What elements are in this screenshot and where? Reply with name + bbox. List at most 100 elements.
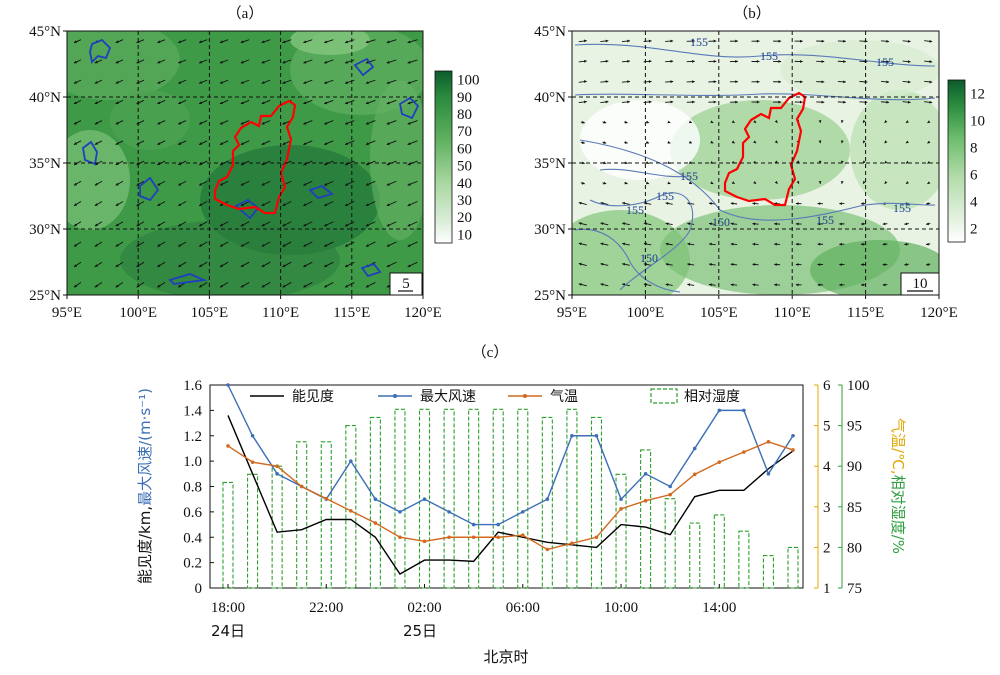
- panel-b-region-boundary: [723, 91, 807, 207]
- legend-label-temp: 气温: [550, 389, 578, 405]
- temperature-line-point: [791, 448, 795, 452]
- lat-tick: 25°N: [534, 288, 566, 304]
- humidity-bar: [443, 408, 455, 589]
- max-wind-line-point: [766, 472, 771, 476]
- date-label-25: 25日: [403, 622, 437, 640]
- humidity-bar: [271, 465, 283, 589]
- temperature-line-point: [594, 535, 599, 540]
- temperature-line-point: [766, 440, 771, 444]
- left-tick: 0.2: [183, 556, 202, 572]
- humidity-bar: [369, 416, 381, 589]
- legend-label-visibility: 能见度: [292, 389, 334, 405]
- humidity-bar: [296, 441, 308, 589]
- colorbar-tick: 70: [457, 124, 472, 140]
- max-wind-line-point: [422, 497, 427, 501]
- max-wind-line-point: [373, 497, 378, 501]
- temperature-line-point: [250, 460, 255, 464]
- temperature-line-point: [226, 444, 230, 448]
- max-wind-line-point: [398, 510, 402, 514]
- max-wind-line-point: [496, 522, 501, 527]
- humidity-bar: [762, 554, 774, 589]
- humidity-bar: [640, 449, 652, 589]
- panel-a-map: [67, 31, 423, 295]
- panel-a-reference-vector: 5: [389, 272, 423, 296]
- lon-tick: 95°E: [52, 305, 82, 321]
- humidity-bar: [689, 522, 701, 589]
- lat-tick: 40°N: [29, 90, 61, 106]
- contour-label: 155: [876, 55, 894, 69]
- temperature-line-point: [545, 547, 550, 552]
- rh-tick: 85: [847, 500, 862, 516]
- panel-a-colorbar: 10 20 30 40 50 60 70 80 90 100: [434, 70, 480, 244]
- lat-tick: 35°N: [534, 156, 566, 172]
- date-label-24: 24日: [211, 622, 245, 640]
- lon-tick: 110°E: [262, 305, 299, 321]
- left-tick: 0.4: [183, 530, 202, 546]
- temperature-line-point: [692, 472, 697, 477]
- panel-b-contour-labels: 155 155 155 155 155 155 150 150 155 155: [626, 35, 911, 265]
- max-wind-line-point: [520, 510, 525, 514]
- left-tick: 1.6: [183, 378, 202, 394]
- lon-tick: 120°E: [920, 305, 958, 321]
- panel-b-lat-ticks: 25°N 30°N 35°N 40°N 45°N: [534, 24, 566, 304]
- temperature-line-point: [422, 539, 427, 544]
- lon-tick: 120°E: [404, 305, 442, 321]
- panel-a-frame: [66, 30, 424, 296]
- humidity-bars: [222, 408, 799, 589]
- contour-label: 155: [680, 169, 698, 183]
- colorbar-tick: 10: [970, 114, 985, 130]
- temperature-line-point: [373, 521, 378, 525]
- reference-vector-label: 5: [402, 276, 410, 292]
- reference-vector-label: 10: [913, 276, 928, 292]
- max-wind-line-point: [594, 433, 599, 438]
- lat-tick: 25°N: [29, 288, 61, 304]
- panel-b-lon-ticks: 95°E 100°E 105°E 110°E 115°E 120°E: [557, 305, 958, 321]
- series-lines: [227, 384, 794, 575]
- panel-c: （c） 0 0.2 0.4 0.6 0.8 1.0 1.2 1.4 1.6 1 …: [136, 344, 907, 666]
- temperature-line-point: [570, 541, 574, 546]
- max-wind-line-point: [742, 408, 746, 413]
- contour-label: 155: [690, 35, 708, 49]
- colorbar-tick: 4: [970, 195, 978, 211]
- max-wind-line-point: [471, 522, 476, 527]
- temperature-line-point: [299, 484, 304, 489]
- x-tick: 10:00: [604, 600, 638, 616]
- contour-label: 155: [656, 189, 674, 203]
- left-axis-title-wind: 最大风速/(m·s⁻¹): [136, 388, 154, 506]
- humidity-bar: [320, 441, 332, 589]
- temperature-line-point: [496, 535, 501, 540]
- panel-b-reference-vector: 10: [900, 272, 940, 296]
- temp-tick: 2: [823, 540, 831, 556]
- lat-tick: 45°N: [534, 24, 566, 40]
- rh-tick: 95: [847, 419, 862, 435]
- colorbar-tick: 12: [970, 87, 985, 103]
- legend-label-wind: 最大风速: [420, 389, 476, 405]
- temperature-line-point: [742, 450, 746, 454]
- temp-tick: 5: [823, 419, 831, 435]
- panel-b-frame: [571, 30, 940, 296]
- left-tick: 1.2: [183, 429, 202, 445]
- temp-tick: 1: [823, 581, 831, 597]
- lon-tick: 105°E: [191, 305, 229, 321]
- series-markers: [226, 383, 795, 552]
- temperature-line-point: [447, 535, 451, 540]
- max-wind-line-point: [692, 446, 697, 451]
- colorbar-tick: 6: [970, 168, 978, 184]
- x-tick: 02:00: [407, 600, 441, 616]
- left-tick: 0: [195, 581, 203, 597]
- x-axis-ticks: 18:00 22:00 02:00 06:00 10:00 14:00: [211, 584, 736, 616]
- panel-c-label: （c）: [472, 344, 509, 361]
- right-axis-title-temp: 气温/℃,: [889, 418, 907, 475]
- contour-label: 155: [626, 203, 644, 217]
- contour-label: 155: [816, 213, 834, 227]
- colorbar-tick: 30: [457, 193, 472, 209]
- temperature-line-point: [349, 509, 353, 513]
- lat-tick: 30°N: [534, 222, 566, 238]
- humidity-bar: [541, 416, 553, 589]
- max-wind-line-point: [717, 408, 722, 413]
- left-axis-title: 能见度/km,最大风速/(m·s⁻¹): [136, 388, 154, 584]
- legend-label-rh: 相对湿度: [684, 389, 740, 405]
- visibility-line: [227, 415, 794, 575]
- panel-b-map: [572, 31, 939, 295]
